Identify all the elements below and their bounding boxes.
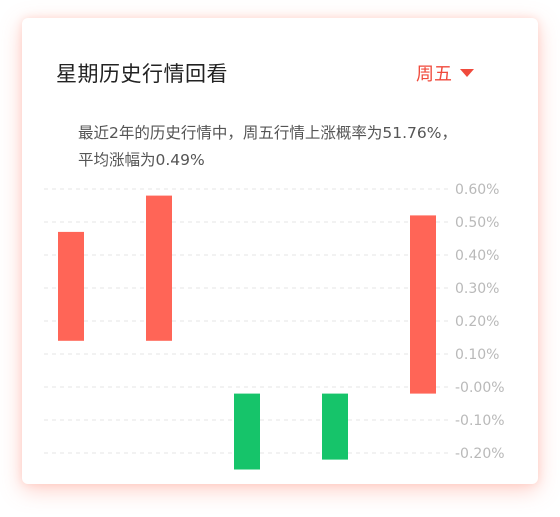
summary-line-2: 平均涨幅为0.49%	[78, 151, 205, 169]
weekday-dropdown[interactable]: 周五	[416, 60, 474, 86]
weekday-selected-label[interactable]: 周五	[416, 64, 452, 85]
summary-text: 最近2年的历史行情中，周五行情上涨概率为51.76%， 平均涨幅为0.49%	[78, 120, 538, 174]
chart-bar-3	[234, 393, 260, 470]
y-tick-label: 0.10%	[455, 347, 499, 363]
y-tick-label: 0.50%	[455, 215, 499, 231]
chart-bar-5	[410, 215, 436, 394]
chart-bar-4	[322, 393, 348, 460]
caret-down-icon[interactable]	[460, 69, 474, 77]
y-tick-label: 0.40%	[455, 248, 499, 264]
y-tick-label: 0.60%	[455, 182, 499, 198]
y-tick-label: -0.10%	[455, 413, 505, 429]
history-card: 星期历史行情回看 周五 最近2年的历史行情中，周五行情上涨概率为51.76%， …	[22, 18, 538, 484]
y-tick-label: 0.20%	[455, 314, 499, 330]
chart-y-tick-labels: 0.60% 0.50% 0.40% 0.30% 0.20% 0.10% -0.00% -0.1…	[455, 182, 505, 462]
chart-gridlines	[44, 188, 448, 454]
chart-bar-2	[146, 195, 172, 341]
chart-bars	[58, 195, 436, 470]
y-tick-label: 0.30%	[455, 281, 499, 297]
chart-bar-1	[58, 231, 84, 341]
y-tick-label: -0.00%	[455, 380, 505, 396]
summary-line-1: 最近2年的历史行情中，周五行情上涨概率为51.76%，	[78, 124, 457, 142]
card-title: 星期历史行情回看	[56, 62, 228, 86]
y-tick-label: -0.20%	[455, 446, 505, 462]
